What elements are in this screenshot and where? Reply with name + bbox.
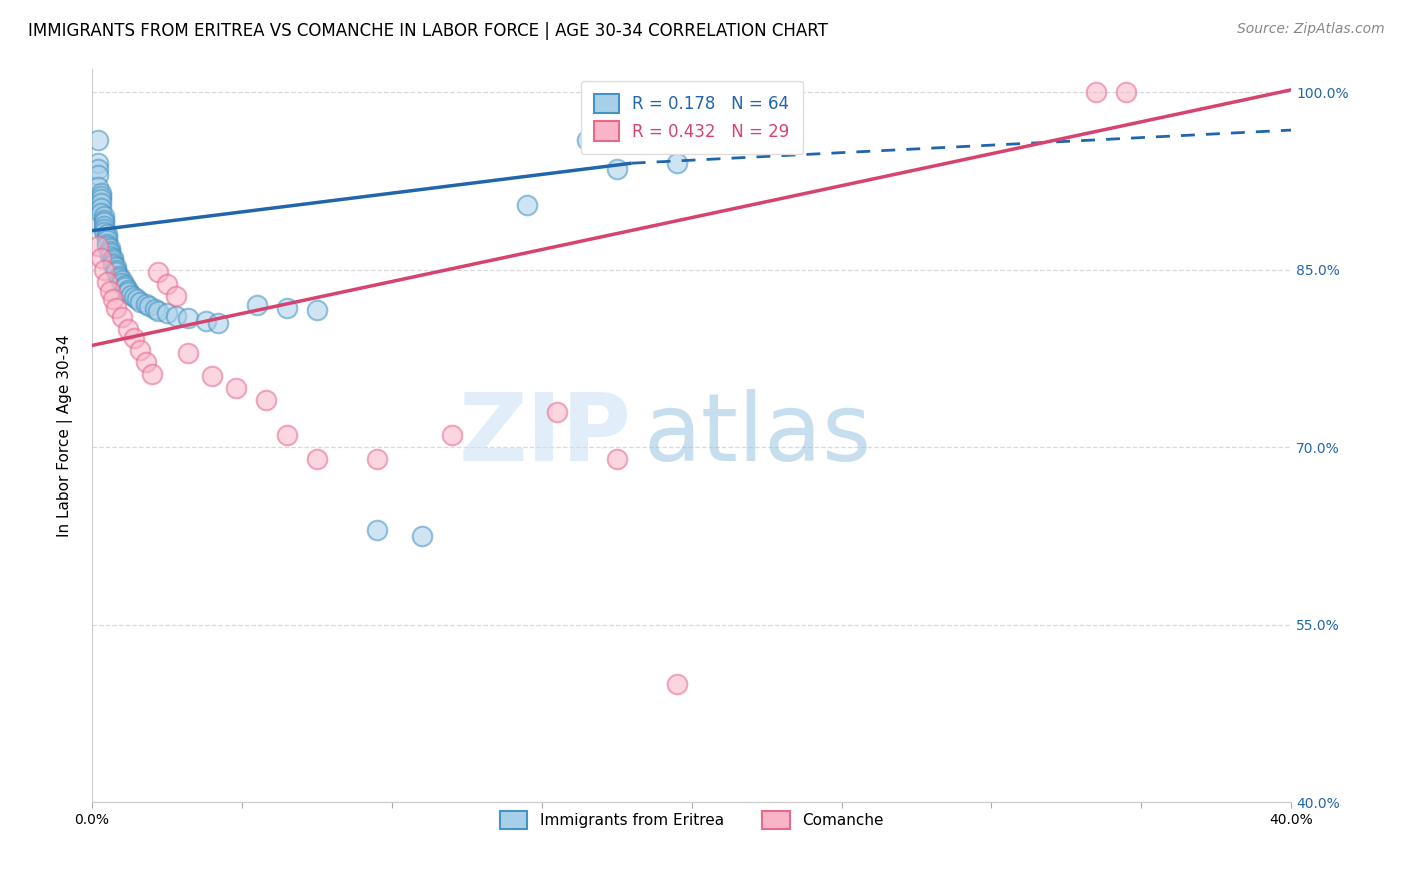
- Y-axis label: In Labor Force | Age 30-34: In Labor Force | Age 30-34: [58, 334, 73, 537]
- Point: [96, 239, 118, 253]
- Point: [101, 253, 124, 268]
- Point: [143, 301, 166, 316]
- Point: [87, 239, 110, 253]
- Point: [135, 355, 157, 369]
- Point: [117, 285, 139, 300]
- Point: [546, 405, 568, 419]
- Point: [207, 316, 229, 330]
- Point: [111, 310, 134, 324]
- Point: [305, 452, 328, 467]
- Point: [516, 197, 538, 211]
- Point: [87, 179, 110, 194]
- Point: [122, 290, 145, 304]
- Point: [93, 219, 115, 233]
- Point: [665, 156, 688, 170]
- Point: [96, 275, 118, 289]
- Point: [98, 241, 121, 255]
- Point: [101, 255, 124, 269]
- Point: [194, 313, 217, 327]
- Point: [146, 265, 169, 279]
- Point: [111, 276, 134, 290]
- Point: [90, 186, 112, 200]
- Point: [276, 301, 298, 315]
- Point: [108, 268, 131, 283]
- Point: [177, 311, 200, 326]
- Point: [366, 452, 388, 467]
- Point: [156, 306, 179, 320]
- Point: [138, 299, 160, 313]
- Point: [606, 452, 628, 467]
- Point: [111, 273, 134, 287]
- Text: ZIP: ZIP: [458, 390, 631, 482]
- Point: [440, 428, 463, 442]
- Point: [90, 192, 112, 206]
- Point: [411, 529, 433, 543]
- Point: [98, 244, 121, 258]
- Point: [366, 523, 388, 537]
- Point: [104, 260, 127, 275]
- Point: [90, 196, 112, 211]
- Point: [665, 677, 688, 691]
- Point: [101, 251, 124, 265]
- Point: [93, 262, 115, 277]
- Point: [575, 132, 598, 146]
- Point: [1085, 85, 1108, 99]
- Text: Source: ZipAtlas.com: Source: ZipAtlas.com: [1237, 22, 1385, 37]
- Point: [305, 302, 328, 317]
- Point: [114, 280, 136, 294]
- Point: [104, 301, 127, 315]
- Point: [98, 284, 121, 298]
- Point: [177, 345, 200, 359]
- Point: [276, 428, 298, 442]
- Point: [87, 168, 110, 182]
- Point: [129, 294, 152, 309]
- Point: [90, 201, 112, 215]
- Point: [96, 229, 118, 244]
- Point: [87, 132, 110, 146]
- Point: [108, 271, 131, 285]
- Point: [93, 225, 115, 239]
- Point: [93, 222, 115, 236]
- Point: [120, 287, 142, 301]
- Point: [201, 369, 224, 384]
- Point: [122, 331, 145, 345]
- Point: [141, 367, 163, 381]
- Point: [101, 293, 124, 307]
- Point: [135, 297, 157, 311]
- Point: [90, 251, 112, 265]
- Text: atlas: atlas: [644, 390, 872, 482]
- Point: [93, 210, 115, 224]
- Point: [117, 322, 139, 336]
- Point: [117, 283, 139, 297]
- Point: [165, 309, 187, 323]
- Point: [165, 289, 187, 303]
- Point: [93, 213, 115, 227]
- Point: [87, 162, 110, 177]
- Point: [87, 156, 110, 170]
- Legend: Immigrants from Eritrea, Comanche: Immigrants from Eritrea, Comanche: [494, 805, 890, 835]
- Point: [225, 381, 247, 395]
- Point: [98, 248, 121, 262]
- Point: [90, 206, 112, 220]
- Point: [96, 236, 118, 251]
- Point: [101, 258, 124, 272]
- Point: [246, 298, 269, 312]
- Point: [90, 189, 112, 203]
- Point: [146, 304, 169, 318]
- Point: [606, 162, 628, 177]
- Point: [129, 343, 152, 358]
- Point: [1115, 85, 1137, 99]
- Point: [114, 278, 136, 293]
- Text: IMMIGRANTS FROM ERITREA VS COMANCHE IN LABOR FORCE | AGE 30-34 CORRELATION CHART: IMMIGRANTS FROM ERITREA VS COMANCHE IN L…: [28, 22, 828, 40]
- Point: [96, 233, 118, 247]
- Point: [104, 262, 127, 277]
- Point: [104, 265, 127, 279]
- Point: [93, 215, 115, 229]
- Point: [98, 246, 121, 260]
- Point: [96, 227, 118, 242]
- Point: [125, 293, 148, 307]
- Point: [636, 132, 658, 146]
- Point: [254, 392, 277, 407]
- Point: [156, 277, 179, 291]
